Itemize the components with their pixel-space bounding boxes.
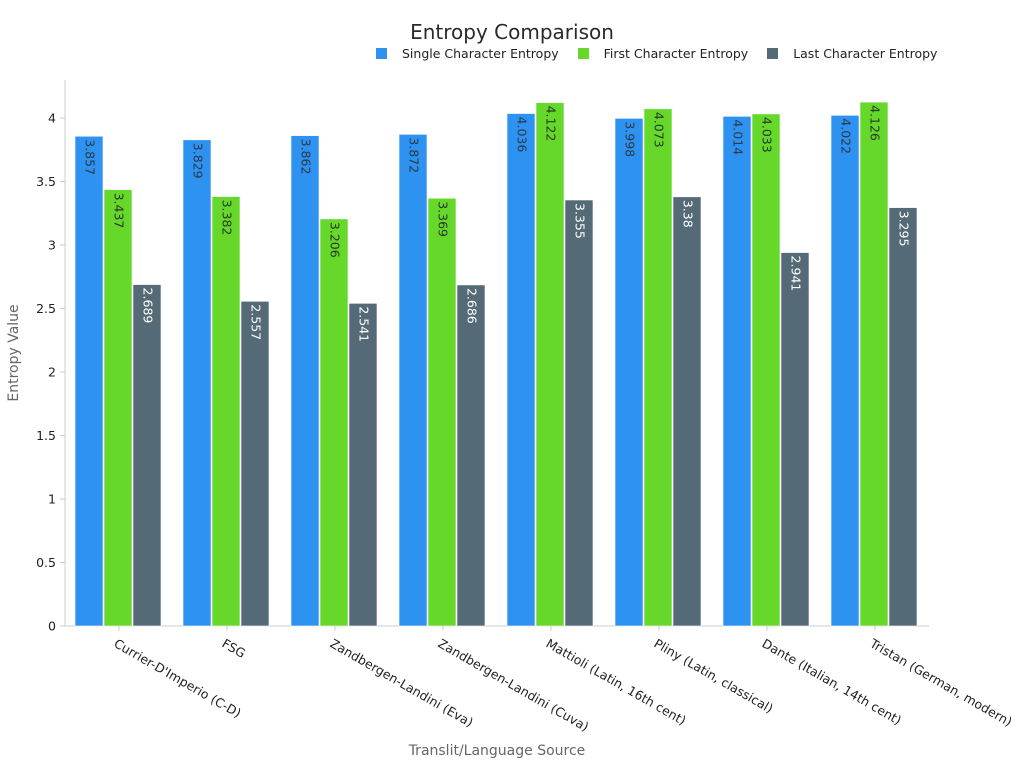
bar-single: [398, 134, 428, 627]
bar-last: [132, 284, 162, 627]
x-ticks: Currier-D'Imperio (C-D)FSG Zandbergen-Lan…: [112, 626, 1015, 734]
legend-item-single[interactable]: Single Character Entropy: [376, 46, 559, 61]
bar-last: [348, 303, 378, 627]
bar-first: [319, 218, 349, 627]
bar-single: [182, 139, 212, 627]
bar-first: [859, 101, 889, 627]
data-label-last: 2.541: [357, 306, 372, 342]
y-tick-label: 3.5: [36, 174, 56, 189]
data-label-last: 2.689: [141, 288, 156, 324]
bar-single: [74, 135, 104, 627]
bar-single: [506, 113, 536, 627]
legend-label-last: Last Character Entropy: [793, 46, 938, 61]
data-label-first: 3.206: [328, 222, 343, 258]
data-label-last: 2.941: [789, 256, 804, 292]
data-label-first: 4.126: [868, 105, 883, 141]
y-tick-label: 2.5: [36, 301, 56, 316]
legend-swatch-last: [767, 48, 779, 59]
data-label-single: 3.857: [83, 139, 98, 175]
legend-item-first[interactable]: First Character Entropy: [577, 46, 749, 61]
chart-title: Entropy Comparison: [410, 20, 614, 44]
bar-single: [614, 118, 644, 627]
y-tick-label: 0: [48, 619, 56, 634]
y-tick-label: 2: [48, 365, 56, 380]
data-label-single: 4.014: [731, 119, 746, 155]
x-tick-label: FSG: [220, 636, 249, 661]
y-tick-label: 1.5: [36, 428, 56, 443]
y-axis-label: Entropy Value: [6, 304, 22, 401]
data-label-single: 3.862: [299, 139, 314, 175]
bars: 3.857 3.829 3.862 3.872 4.036 3.998 4.014 4.022…: [74, 101, 918, 627]
y-tick-label: 1: [48, 492, 56, 507]
bar-last: [780, 252, 810, 627]
y-tick-label: 0.5: [36, 555, 56, 570]
bar-last: [564, 199, 594, 627]
x-axis-label: Translit/Language Source: [408, 743, 586, 759]
bar-first: [535, 102, 565, 627]
data-label-single: 4.022: [839, 118, 854, 154]
data-label-first: 4.033: [760, 117, 775, 153]
data-label-single: 3.998: [623, 121, 638, 157]
y-ticks: 0 0.5 1 1.5 2 2.5 3 3.5 4: [36, 111, 65, 634]
data-label-single: 4.036: [515, 117, 530, 153]
legend-label-single: Single Character Entropy: [402, 46, 559, 61]
data-label-last: 2.557: [249, 304, 264, 340]
data-label-first: 4.073: [652, 112, 667, 148]
data-label-single: 3.829: [191, 143, 206, 179]
data-label-first: 3.369: [436, 201, 451, 237]
data-label-last: 3.355: [573, 203, 588, 239]
bar-first: [643, 108, 673, 627]
data-label-last: 3.38: [681, 200, 696, 228]
bar-single: [830, 114, 860, 627]
bar-last: [456, 284, 486, 627]
bar-single: [290, 135, 320, 627]
bar-first: [427, 197, 457, 627]
bar-last: [888, 207, 918, 627]
legend-swatch-single: [376, 48, 387, 59]
bar-first: [103, 189, 133, 627]
legend: Single Character Entropy First Character…: [376, 46, 956, 61]
data-label-first: 3.382: [220, 200, 235, 236]
y-tick-label: 4: [48, 111, 56, 126]
bar-single: [722, 116, 752, 627]
data-label-first: 4.122: [544, 106, 559, 142]
y-tick-label: 3: [48, 238, 56, 253]
legend-item-last[interactable]: Last Character Entropy: [767, 46, 937, 61]
bar-first: [211, 196, 241, 627]
bar-last: [240, 301, 270, 627]
legend-swatch-first: [577, 48, 589, 59]
data-label-last: 3.295: [897, 211, 912, 247]
legend-label-first: First Character Entropy: [603, 46, 749, 61]
data-label-single: 3.872: [407, 137, 422, 173]
data-label-first: 3.437: [112, 193, 127, 229]
bar-last: [672, 196, 702, 627]
bar-first: [751, 113, 781, 627]
data-label-last: 2.686: [465, 288, 480, 324]
